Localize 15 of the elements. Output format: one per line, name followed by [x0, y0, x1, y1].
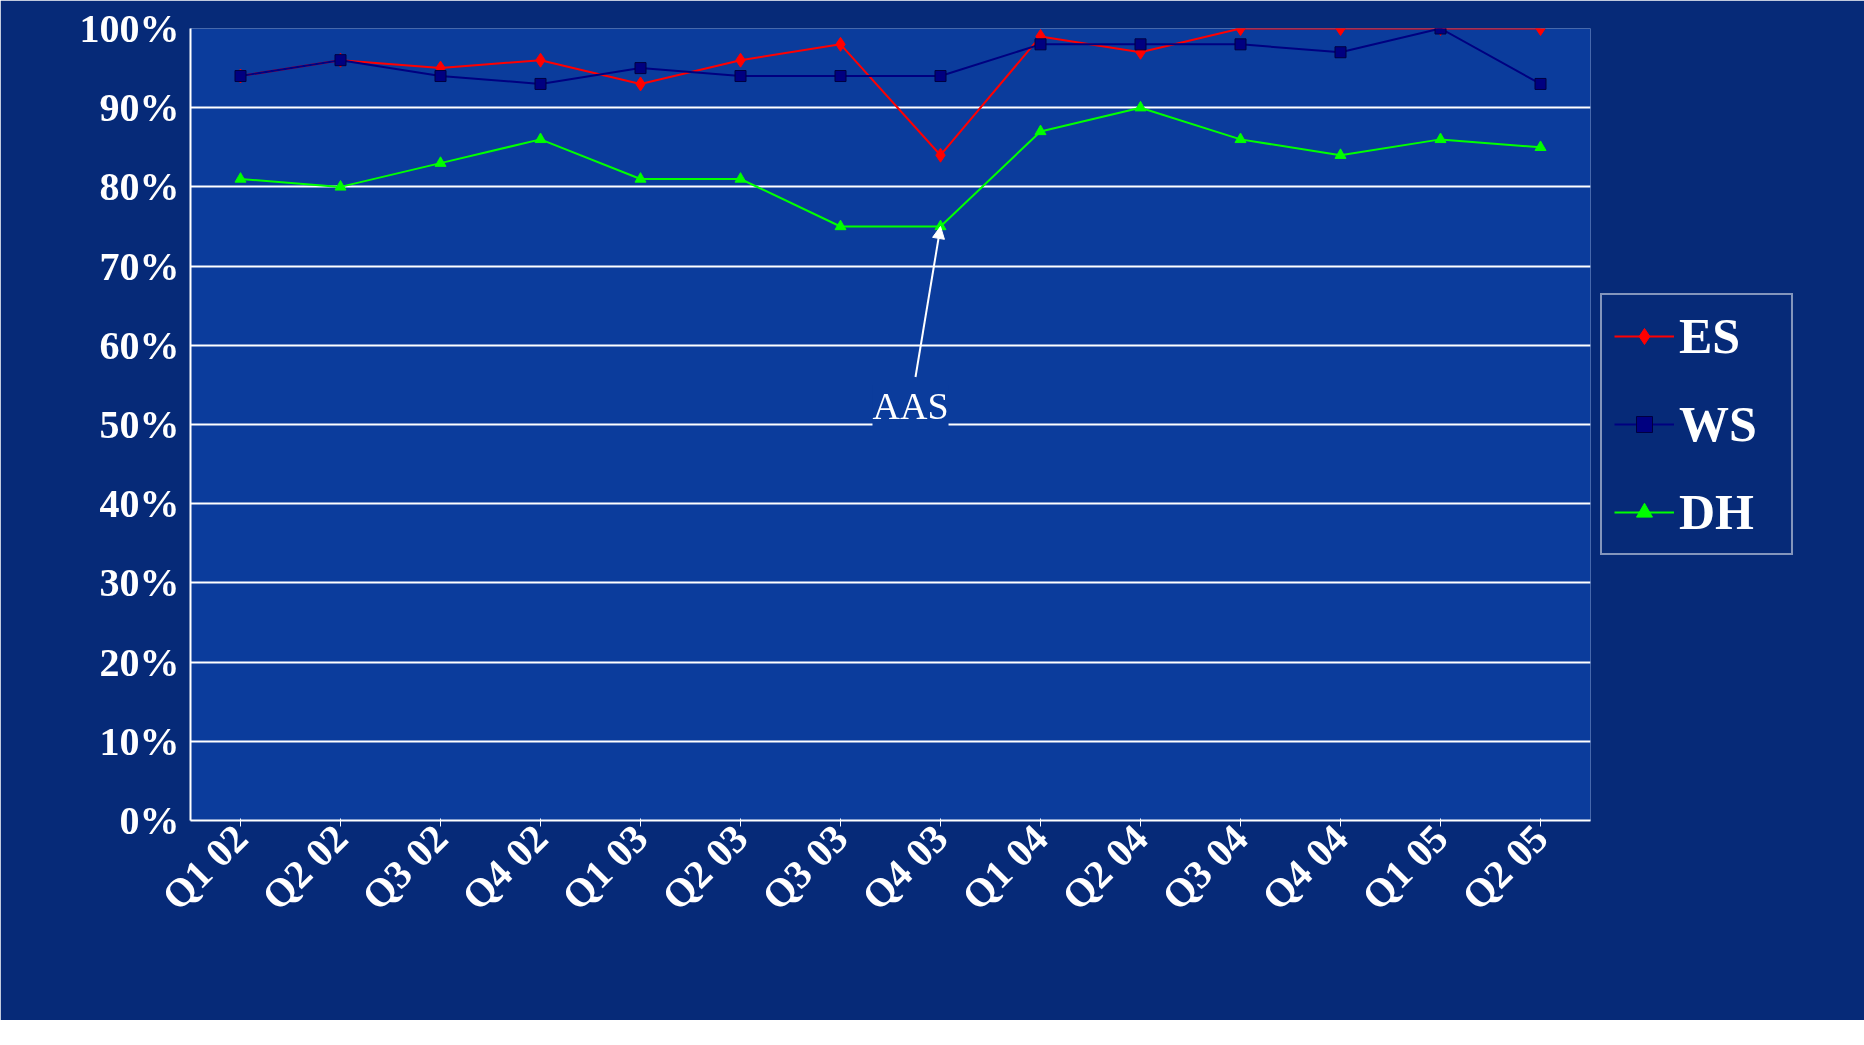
annotation: AAS [872, 384, 949, 427]
legend-label: DH [1679, 483, 1755, 541]
y-tick-label: 20% [99, 639, 180, 685]
y-tick-label: 0% [119, 798, 180, 843]
y-tick-label: 50% [99, 402, 180, 447]
y-tick-label: 40% [99, 481, 180, 527]
y-tick-label: 10% [99, 718, 180, 764]
y-tick-label: 60% [99, 322, 180, 368]
y-tick-label: 100% [79, 6, 180, 51]
y-tick-label: 90% [99, 85, 180, 131]
legend-label: ES [1679, 307, 1742, 365]
y-tick-label: 30% [99, 560, 180, 606]
y-tick-label: 80% [99, 164, 180, 210]
y-tick-label: 70% [99, 243, 180, 289]
legend-label: WS [1679, 395, 1758, 453]
